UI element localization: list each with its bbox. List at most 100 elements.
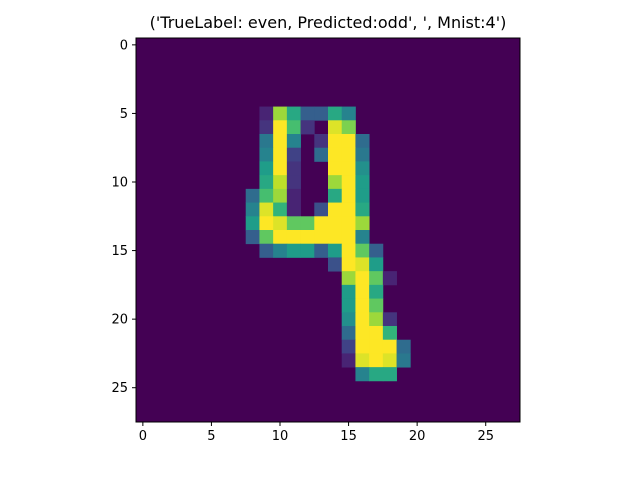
heatmap-cell — [259, 147, 274, 162]
heatmap-cell — [328, 106, 343, 121]
x-tick-label: 5 — [207, 429, 215, 444]
heatmap-cell — [355, 353, 370, 368]
heatmap-cell — [382, 339, 397, 354]
heatmap-cell — [369, 326, 384, 341]
heatmap-cell — [273, 202, 288, 217]
heatmap-cell — [328, 257, 343, 272]
heatmap-cell — [355, 243, 370, 258]
heatmap-cell — [341, 326, 356, 341]
heatmap-cell — [259, 161, 274, 176]
heatmap-cell — [300, 216, 315, 231]
heatmap-cell — [341, 353, 356, 368]
heatmap-cell — [328, 243, 343, 258]
x-tick-label: 15 — [340, 429, 357, 444]
heatmap-cell — [314, 147, 329, 162]
heatmap-cell — [328, 134, 343, 149]
heatmap-cell — [245, 202, 260, 217]
heatmap-cell — [355, 188, 370, 203]
heatmap-cell — [369, 339, 384, 354]
axes-frame — [135, 37, 521, 423]
heatmap-cell — [259, 243, 274, 258]
y-axis: 0 5 10 15 20 25 — [111, 38, 136, 396]
heatmap-cell — [286, 230, 301, 245]
heatmap-cell — [341, 230, 356, 245]
heatmap-cell — [300, 106, 315, 121]
heatmap-cell — [369, 243, 384, 258]
heatmap-cell — [259, 120, 274, 135]
heatmap-cell — [341, 147, 356, 162]
heatmap-cell — [355, 134, 370, 149]
heatmap-cell — [341, 106, 356, 121]
heatmap-cell — [355, 271, 370, 286]
heatmap-cell — [286, 106, 301, 121]
heatmap-cell — [286, 216, 301, 231]
heatmap-cell — [341, 257, 356, 272]
heatmap-cell — [328, 216, 343, 231]
heatmap-cell — [369, 257, 384, 272]
heatmap-cell — [273, 188, 288, 203]
heatmap-cell — [273, 161, 288, 176]
heatmap-cell — [273, 243, 288, 258]
heatmap-cell — [286, 202, 301, 217]
heatmap-cell — [300, 120, 315, 135]
heatmap-cell — [259, 230, 274, 245]
heatmap-cell — [273, 230, 288, 245]
heatmap-cell — [341, 161, 356, 176]
heatmap-cell — [286, 120, 301, 135]
x-tick-label: 10 — [272, 429, 289, 444]
y-tick-label: 5 — [120, 107, 128, 122]
heatmap-cell — [273, 134, 288, 149]
heatmap-cell — [286, 243, 301, 258]
y-tick-label: 0 — [120, 38, 128, 53]
heatmap-cell — [355, 367, 370, 382]
heatmap-cell — [382, 271, 397, 286]
heatmap-cell — [369, 298, 384, 313]
heatmap-cell — [369, 271, 384, 286]
heatmap-cell — [259, 188, 274, 203]
x-tick-label: 20 — [409, 429, 426, 444]
heatmap-cell — [259, 175, 274, 190]
heatmap-cell — [328, 202, 343, 217]
heatmap-cell — [369, 353, 384, 368]
heatmap-cell — [355, 257, 370, 272]
heatmap-cell — [273, 106, 288, 121]
y-tick-label: 25 — [111, 381, 128, 396]
heatmap-cell — [382, 326, 397, 341]
x-tick-label: 0 — [139, 429, 147, 444]
heatmap-cell — [314, 202, 329, 217]
heatmap-cell — [259, 202, 274, 217]
heatmap-cell — [341, 120, 356, 135]
heatmap-cell — [355, 339, 370, 354]
heatmap-cell — [328, 230, 343, 245]
heatmap-cell — [286, 175, 301, 190]
heatmap-cell — [259, 134, 274, 149]
heatmap-cell — [341, 312, 356, 327]
heatmap-cell — [273, 175, 288, 190]
heatmap-cell — [369, 284, 384, 299]
heatmap-cell — [314, 134, 329, 149]
y-tick-label: 20 — [111, 313, 128, 328]
heatmap-cell — [286, 134, 301, 149]
heatmap-cell — [341, 339, 356, 354]
heatmap-cell — [341, 243, 356, 258]
heatmap-cell — [382, 312, 397, 327]
heatmap-cell — [328, 147, 343, 162]
heatmap-cell — [314, 243, 329, 258]
heatmap-cell — [341, 298, 356, 313]
heatmap-cell — [328, 175, 343, 190]
x-tick-label: 25 — [477, 429, 494, 444]
heatmap-cell — [314, 106, 329, 121]
heatmap-cell — [273, 147, 288, 162]
heatmap-cell — [314, 230, 329, 245]
x-axis: 0 5 10 15 20 25 — [139, 422, 494, 444]
heatmap-cell — [286, 161, 301, 176]
heatmap-cell — [341, 216, 356, 231]
heatmap-cell — [286, 188, 301, 203]
heatmap-cell — [382, 353, 397, 368]
heatmap-cell — [245, 230, 260, 245]
heatmap-cell — [355, 216, 370, 231]
heatmap-cell — [382, 367, 397, 382]
heatmap-cell — [245, 216, 260, 231]
heatmap-cell — [341, 202, 356, 217]
